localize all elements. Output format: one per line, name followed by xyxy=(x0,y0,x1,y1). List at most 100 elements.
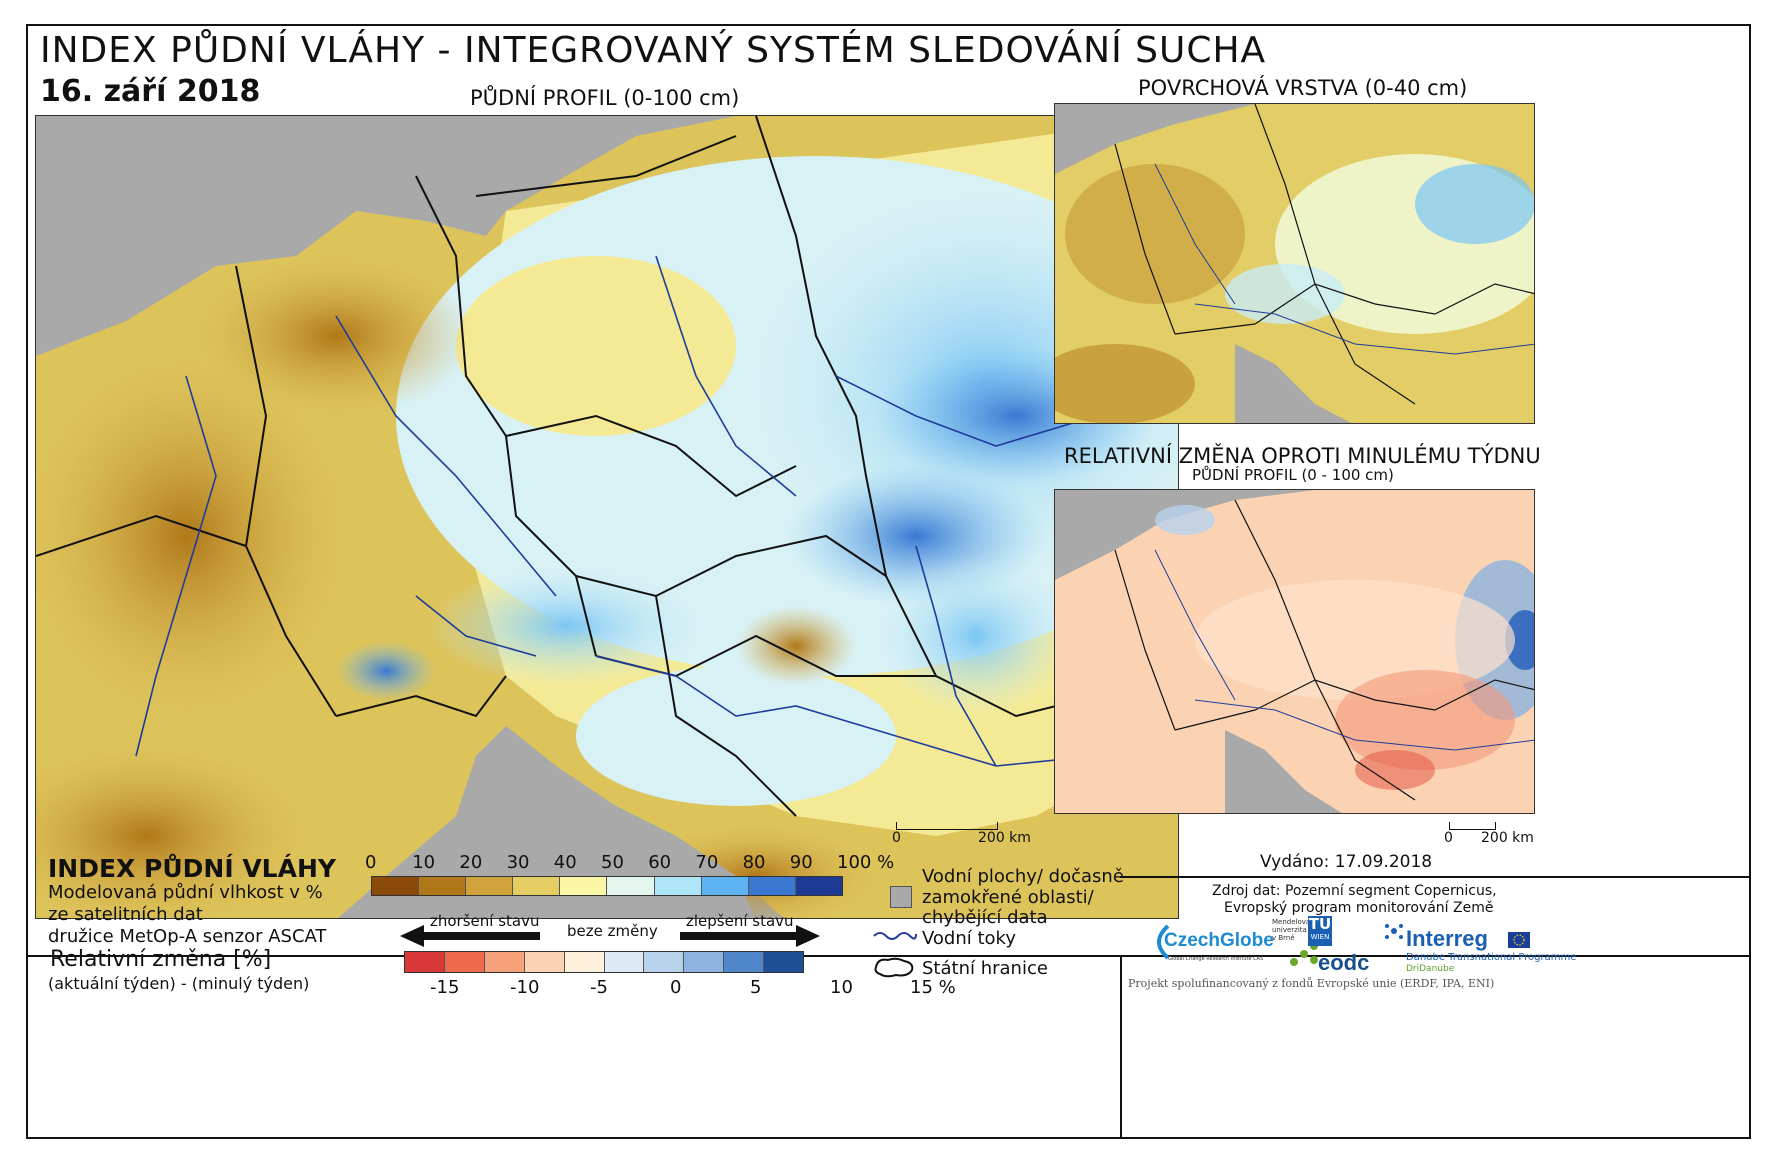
change-tick-label: -5 xyxy=(590,977,608,998)
eodc-logo: eodc xyxy=(1318,950,1370,975)
tu-text: TU xyxy=(1308,915,1332,933)
worse-arrow-icon xyxy=(400,925,540,947)
main-scalebar xyxy=(896,822,998,830)
legend-desc-1: Modelovaná půdní vlhkost v % xyxy=(48,882,323,903)
issued-date: Vydáno: 17.09.2018 xyxy=(1260,852,1433,872)
change-tick-label: 15 % xyxy=(910,977,956,998)
change-swatch xyxy=(604,952,645,972)
index-swatch xyxy=(466,877,514,895)
main-soil-moisture-map xyxy=(35,115,1179,919)
index-swatch xyxy=(795,877,842,895)
figure-frame xyxy=(26,24,1751,1139)
change-swatch xyxy=(724,952,765,972)
index-colorbar xyxy=(371,876,843,896)
index-swatch xyxy=(419,877,467,895)
relative-change-map xyxy=(1054,489,1535,814)
index-tick-label: 0 xyxy=(365,852,377,873)
source-line-1: Zdroj dat: Pozemní segment Copernicus, xyxy=(1212,883,1497,899)
index-swatch xyxy=(372,877,420,895)
interreg-text: Interreg xyxy=(1406,926,1488,951)
danube-line-1: Danube Transnational Programme xyxy=(1406,952,1577,963)
index-tick-label: 10 xyxy=(412,852,436,873)
change-colorbar xyxy=(404,951,804,973)
legend-desc-3: družice MetOp-A senzor ASCAT xyxy=(48,926,327,947)
change-tick-label: 0 xyxy=(670,977,682,998)
change-swatch xyxy=(764,952,804,972)
mendel-logo: Mendelova univerzita v Brně xyxy=(1272,918,1318,966)
main-map-label: PŮDNÍ PROFIL (0-100 cm) xyxy=(470,86,740,110)
legend-rel-title: Relativní změna [%] xyxy=(50,947,272,972)
water-symbol-icon xyxy=(890,886,912,908)
issued-divider xyxy=(1120,876,1751,878)
change-tick-labels: -15 -10 -5 0 5 10 15 % xyxy=(404,977,956,998)
change-swatch xyxy=(405,952,445,972)
danube-line-2: DriDanube xyxy=(1406,964,1455,974)
index-swatch xyxy=(654,877,702,895)
change-swatch xyxy=(524,952,565,972)
change-tick-label: 10 xyxy=(830,977,853,998)
index-tick-label: 90 xyxy=(789,852,813,873)
water-label-1: Vodní plochy/ dočasně xyxy=(922,866,1124,887)
index-tick-label: 50 xyxy=(601,852,624,873)
small-scale-zero: 0 xyxy=(1444,830,1453,846)
tu-subtext: WIEN xyxy=(1310,933,1330,941)
nochange-label: beze změny xyxy=(567,922,658,940)
index-tick-label: 60 xyxy=(648,852,672,873)
legend-area xyxy=(26,955,1751,1139)
borders-label: Státní hranice xyxy=(922,958,1048,979)
page-title: INDEX PŮDNÍ VLÁHY - INTEGROVANÝ SYSTÉM S… xyxy=(40,30,1267,71)
legend-divider xyxy=(1120,955,1122,1139)
index-tick-label: 80 xyxy=(742,852,766,873)
footer-note: Projekt spolufinancovaný z fondů Evropsk… xyxy=(1128,977,1495,990)
rivers-label: Vodní toky xyxy=(922,928,1016,949)
water-label-2: zamokřené oblasti/ xyxy=(922,887,1094,908)
border-symbol-icon xyxy=(874,957,914,978)
legend-desc-2: ze satelitních dat xyxy=(48,904,203,925)
change-map-graphic xyxy=(1055,490,1534,813)
change-swatch xyxy=(484,952,525,972)
surface-layer-map xyxy=(1054,103,1535,424)
eu-flag-icon xyxy=(1508,932,1530,948)
water-label-3: chybějící data xyxy=(922,907,1048,928)
change-swatch xyxy=(684,952,725,972)
index-tick-label: 40 xyxy=(553,852,577,873)
index-tick-label: 100 % xyxy=(837,852,895,873)
main-map-graphic xyxy=(36,116,1178,918)
source-line-2: Evropský program monitorování Země xyxy=(1224,900,1494,916)
czechglobe-text: CzechGlobe xyxy=(1164,930,1274,951)
better-arrow-icon xyxy=(680,925,820,947)
eu-stars-icon xyxy=(1513,934,1525,946)
legend-index-title: INDEX PŮDNÍ VLÁHY xyxy=(48,854,336,883)
czechglobe-swoosh-icon xyxy=(1157,924,1170,960)
index-swatch xyxy=(560,877,608,895)
worse-label: zhoršení stavu xyxy=(430,912,540,930)
index-tick-labels: 0 10 20 30 40 50 60 70 80 90 100 % xyxy=(362,852,894,878)
czechglobe-subtext: Global Change Research Institute CAS xyxy=(1168,956,1264,962)
change-swatch xyxy=(444,952,485,972)
small-scale-200: 200 km xyxy=(1481,830,1534,846)
index-tick-label: 70 xyxy=(695,852,719,873)
change-map-label: RELATIVNÍ ZMĚNA OPROTI MINULÉMU TÝDNU xyxy=(1064,444,1541,468)
interreg-star-icon xyxy=(1385,924,1403,939)
surface-map-graphic xyxy=(1055,104,1534,423)
small-scalebar xyxy=(1449,822,1496,830)
change-map-sublabel: PŮDNÍ PROFIL (0 - 100 cm) xyxy=(1192,466,1394,484)
index-tick-label: 30 xyxy=(506,852,530,873)
index-swatch xyxy=(701,877,749,895)
mendel-dots-icon xyxy=(1290,942,1318,966)
change-swatch xyxy=(644,952,685,972)
mendel-line-2: univerzita xyxy=(1272,926,1307,934)
legend-rel-desc: (aktuální týden) - (minulý týden) xyxy=(48,974,310,993)
report-date: 16. září 2018 xyxy=(40,74,261,109)
main-scale-zero: 0 xyxy=(892,830,901,846)
mendel-line-3: v Brně xyxy=(1272,934,1295,942)
index-swatch xyxy=(607,877,655,895)
mendel-line-1: Mendelova xyxy=(1272,918,1311,926)
tu-wien-logo: TU WIEN xyxy=(1308,916,1332,946)
index-swatch xyxy=(513,877,561,895)
index-tick-label: 20 xyxy=(459,852,483,873)
surface-map-label: POVRCHOVÁ VRSTVA (0-40 cm) xyxy=(1138,76,1468,100)
change-tick-label: 5 xyxy=(750,977,762,998)
change-tick-label: -15 xyxy=(430,977,460,998)
index-swatch xyxy=(748,877,796,895)
